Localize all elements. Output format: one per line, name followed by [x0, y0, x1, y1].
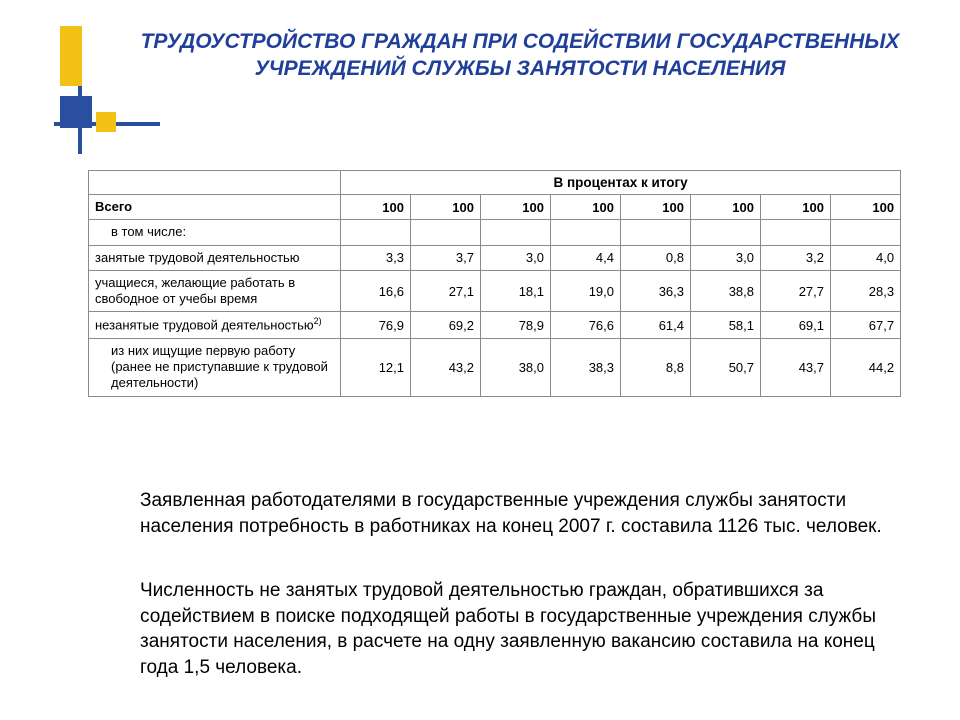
- deco-blue-square: [60, 96, 92, 128]
- table-row: занятые трудовой деятельностью3,33,73,04…: [89, 245, 901, 270]
- cell: [411, 220, 481, 245]
- cell: 27,1: [411, 270, 481, 312]
- cell: 43,2: [411, 338, 481, 396]
- data-table-wrap: В процентах к итогу Всего100100100100100…: [88, 170, 898, 397]
- header-spanner: В процентах к итогу: [341, 171, 901, 195]
- cell: 36,3: [621, 270, 691, 312]
- cell: 76,6: [551, 312, 621, 339]
- cell: 38,8: [691, 270, 761, 312]
- cell: 100: [551, 195, 621, 220]
- cell: 100: [411, 195, 481, 220]
- table-header-row: В процентах к итогу: [89, 171, 901, 195]
- cell: 100: [761, 195, 831, 220]
- table-row: из них ищущие первую работу (ранее не пр…: [89, 338, 901, 396]
- slide-title: ТРУДОУСТРОЙСТВО ГРАЖДАН ПРИ СОДЕЙСТВИИ Г…: [130, 28, 910, 83]
- cell: 3,3: [341, 245, 411, 270]
- paragraph-2: Численность не занятых трудовой деятельн…: [140, 578, 905, 681]
- cell: 58,1: [691, 312, 761, 339]
- cell: 100: [481, 195, 551, 220]
- cell: 69,1: [761, 312, 831, 339]
- slide: ТРУДОУСТРОЙСТВО ГРАЖДАН ПРИ СОДЕЙСТВИИ Г…: [0, 0, 960, 720]
- table-row: Всего100100100100100100100100: [89, 195, 901, 220]
- paragraph-1: Заявленная работодателями в государствен…: [140, 488, 905, 539]
- cell: 44,2: [831, 338, 901, 396]
- cell: 3,0: [481, 245, 551, 270]
- cell: 50,7: [691, 338, 761, 396]
- row-label: Всего: [89, 195, 341, 220]
- cell: 3,7: [411, 245, 481, 270]
- cell: 4,0: [831, 245, 901, 270]
- cell: 76,9: [341, 312, 411, 339]
- cell: 18,1: [481, 270, 551, 312]
- cell: [691, 220, 761, 245]
- deco-yellow-square-small: [96, 112, 116, 132]
- cell: 78,9: [481, 312, 551, 339]
- deco-yellow-bar: [60, 26, 82, 86]
- row-label: из них ищущие первую работу (ранее не пр…: [89, 338, 341, 396]
- cell: 16,6: [341, 270, 411, 312]
- header-blank: [89, 171, 341, 195]
- cell: 69,2: [411, 312, 481, 339]
- cell: 38,3: [551, 338, 621, 396]
- cell: 28,3: [831, 270, 901, 312]
- cell: 61,4: [621, 312, 691, 339]
- cell: 8,8: [621, 338, 691, 396]
- row-label: в том числе:: [89, 220, 341, 245]
- cell: [621, 220, 691, 245]
- cell: 100: [831, 195, 901, 220]
- cell: 3,0: [691, 245, 761, 270]
- row-label: незанятые трудовой деятельностью2): [89, 312, 341, 339]
- cell: 19,0: [551, 270, 621, 312]
- cell: [341, 220, 411, 245]
- percent-table: В процентах к итогу Всего100100100100100…: [88, 170, 901, 397]
- table-row: незанятые трудовой деятельностью2)76,969…: [89, 312, 901, 339]
- cell: 12,1: [341, 338, 411, 396]
- row-label: учащиеся, желающие работать в свободное …: [89, 270, 341, 312]
- cell: [761, 220, 831, 245]
- cell: 27,7: [761, 270, 831, 312]
- cell: 3,2: [761, 245, 831, 270]
- cell: [831, 220, 901, 245]
- cell: 43,7: [761, 338, 831, 396]
- cell: 100: [341, 195, 411, 220]
- cell: [551, 220, 621, 245]
- table-row: учащиеся, желающие работать в свободное …: [89, 270, 901, 312]
- cell: 4,4: [551, 245, 621, 270]
- cell: 67,7: [831, 312, 901, 339]
- cell: 0,8: [621, 245, 691, 270]
- table-row: в том числе:: [89, 220, 901, 245]
- cell: [481, 220, 551, 245]
- cell: 100: [621, 195, 691, 220]
- cell: 38,0: [481, 338, 551, 396]
- table-body: Всего100100100100100100100100в том числе…: [89, 195, 901, 397]
- cell: 100: [691, 195, 761, 220]
- row-label: занятые трудовой деятельностью: [89, 245, 341, 270]
